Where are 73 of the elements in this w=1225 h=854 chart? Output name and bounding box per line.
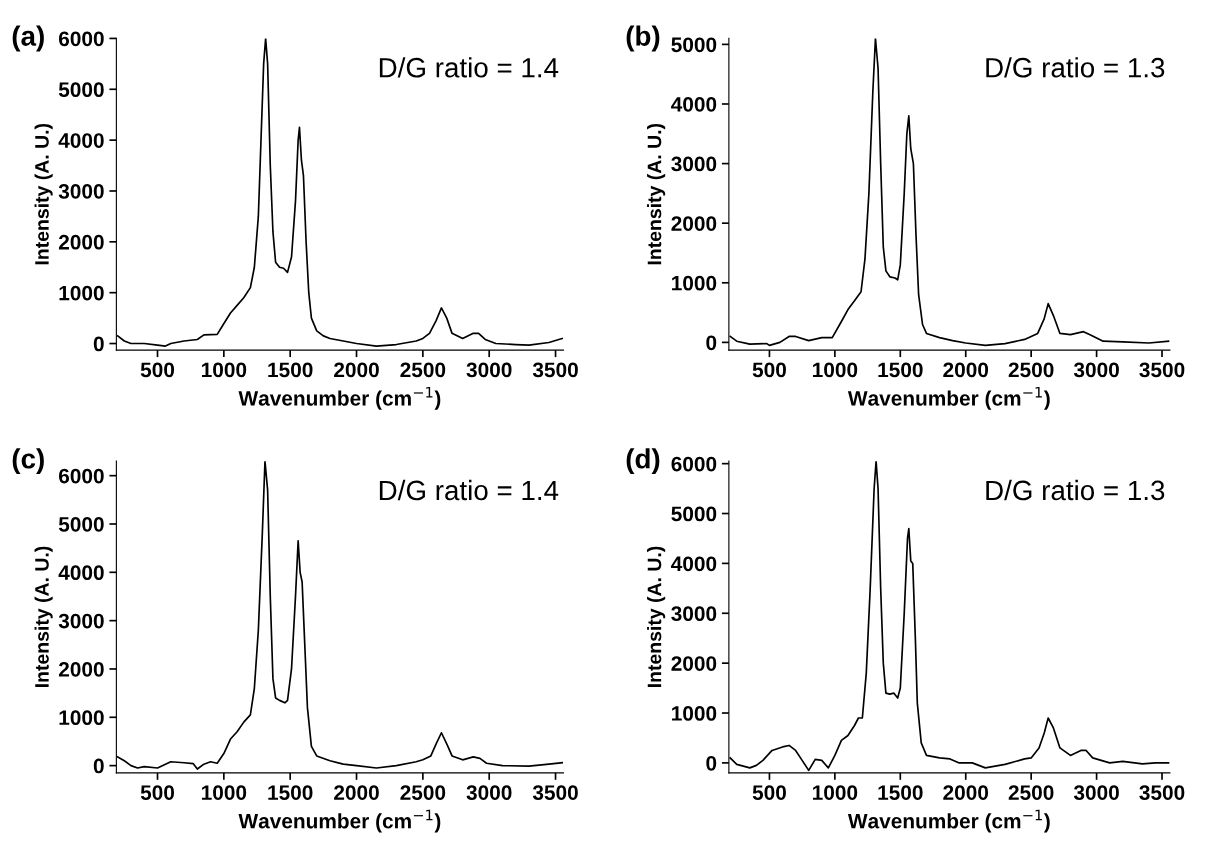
y-tick-label: 1000	[672, 275, 717, 291]
line-series	[116, 38, 564, 347]
annotation: D/G ratio = 1.4	[379, 479, 559, 501]
chart-title: (d)	[626, 448, 660, 475]
x-tick-label: 500	[752, 362, 786, 378]
x-tick-label: 2000	[334, 362, 379, 378]
x-tick-label: 3500	[1139, 362, 1185, 378]
x-tick-label: 2500	[400, 362, 446, 378]
y-tick-label: 3000	[671, 606, 717, 622]
x-axis-title: Wavenumber (cm$^{−1}$)	[847, 809, 1050, 833]
x-tick-label: 2500	[1008, 362, 1054, 378]
y-tick-label: 0	[93, 758, 104, 774]
x-tick-label: 2500	[400, 785, 446, 800]
y-tick-label: 2000	[671, 216, 717, 231]
x-tick-label: 1500	[878, 362, 923, 378]
y-tick-label: 1000	[672, 706, 717, 721]
annotation: D/G ratio = 1.3	[986, 57, 1165, 78]
y-tick-label: 1000	[59, 285, 104, 301]
x-tick-label: 2000	[334, 785, 379, 800]
chart-title: (b)	[626, 25, 660, 52]
y-tick-label: 4000	[671, 556, 717, 572]
x-tick-label: 2000	[943, 785, 989, 800]
x-tick-label: 1500	[878, 785, 923, 800]
y-tick-label: 3000	[58, 613, 104, 629]
y-tick-label: 0	[93, 336, 104, 352]
chart-title: (a)	[12, 25, 44, 52]
y-tick-label: 4000	[58, 565, 104, 581]
annotation: D/G ratio = 1.3	[986, 479, 1165, 501]
x-tick-label: 3000	[1073, 785, 1119, 801]
y-axis-title: Intensity (A. U.)	[647, 123, 666, 265]
chart-title: (c)	[12, 448, 44, 475]
y-tick-label: 5000	[671, 37, 717, 53]
x-axis-title: Wavenumber (cm$^{−1}$)	[847, 386, 1050, 410]
y-tick-label: 1000	[59, 710, 104, 726]
x-tick-label: 3500	[532, 362, 578, 378]
y-tick-label: 0	[706, 755, 717, 771]
x-tick-label: 1000	[813, 362, 858, 378]
y-tick-label: 2000	[58, 661, 104, 677]
y-tick-label: 5000	[671, 506, 717, 522]
x-tick-label: 1500	[268, 785, 313, 800]
x-tick-label: 1500	[268, 362, 313, 378]
x-tick-label: 500	[140, 362, 175, 378]
x-tick-label: 3500	[1139, 785, 1185, 801]
x-tick-label: 3000	[466, 362, 512, 378]
x-axis-title: Wavenumber (cm$^{−1}$)	[238, 809, 441, 833]
y-tick-label: 2000	[671, 656, 717, 671]
x-tick-label: 2000	[943, 362, 989, 378]
x-tick-label: 3000	[1073, 362, 1119, 378]
x-tick-label: 2500	[1008, 785, 1054, 800]
y-tick-label: 3000	[671, 156, 717, 172]
y-tick-label: 3000	[58, 183, 104, 199]
x-tick-label: 1000	[201, 362, 247, 378]
x-tick-label: 1000	[201, 785, 247, 800]
y-tick-label: 6000	[58, 468, 104, 484]
y-tick-label: 0	[706, 335, 717, 351]
x-tick-label: 500	[752, 785, 786, 800]
y-tick-label: 6000	[671, 456, 717, 472]
y-tick-label: 5000	[58, 516, 104, 532]
x-axis-title: Wavenumber (cm$^{−1}$)	[238, 386, 441, 410]
y-tick-label: 5000	[58, 82, 104, 98]
x-tick-label: 3000	[466, 785, 512, 801]
y-axis-title: Intensity (A. U.)	[647, 546, 666, 688]
y-tick-label: 6000	[58, 31, 104, 47]
line-series	[729, 38, 1170, 347]
x-tick-label: 1000	[813, 785, 858, 800]
y-axis-title: Intensity (A. U.)	[34, 123, 53, 265]
annotation: D/G ratio = 1.4	[379, 57, 559, 78]
x-tick-label: 500	[140, 785, 175, 800]
y-tick-label: 4000	[58, 133, 104, 148]
x-tick-label: 3500	[532, 785, 578, 801]
y-tick-label: 2000	[58, 234, 104, 250]
y-tick-label: 4000	[671, 96, 717, 112]
y-axis-title: Intensity (A. U.)	[34, 546, 53, 688]
